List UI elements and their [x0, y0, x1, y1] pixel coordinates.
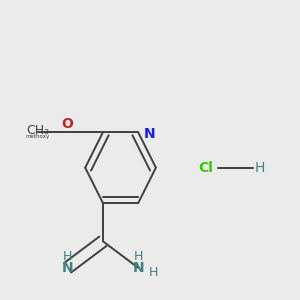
Text: CH₃: CH₃ [26, 124, 50, 137]
Text: H: H [148, 266, 158, 279]
Text: H: H [254, 161, 265, 175]
Text: O: O [61, 117, 74, 131]
Text: N: N [132, 261, 144, 275]
Text: H: H [134, 250, 143, 262]
Text: N: N [62, 261, 74, 275]
Text: N: N [144, 127, 156, 141]
Text: methoxy: methoxy [26, 134, 50, 139]
Text: Cl: Cl [198, 161, 213, 175]
Text: H: H [63, 250, 72, 262]
